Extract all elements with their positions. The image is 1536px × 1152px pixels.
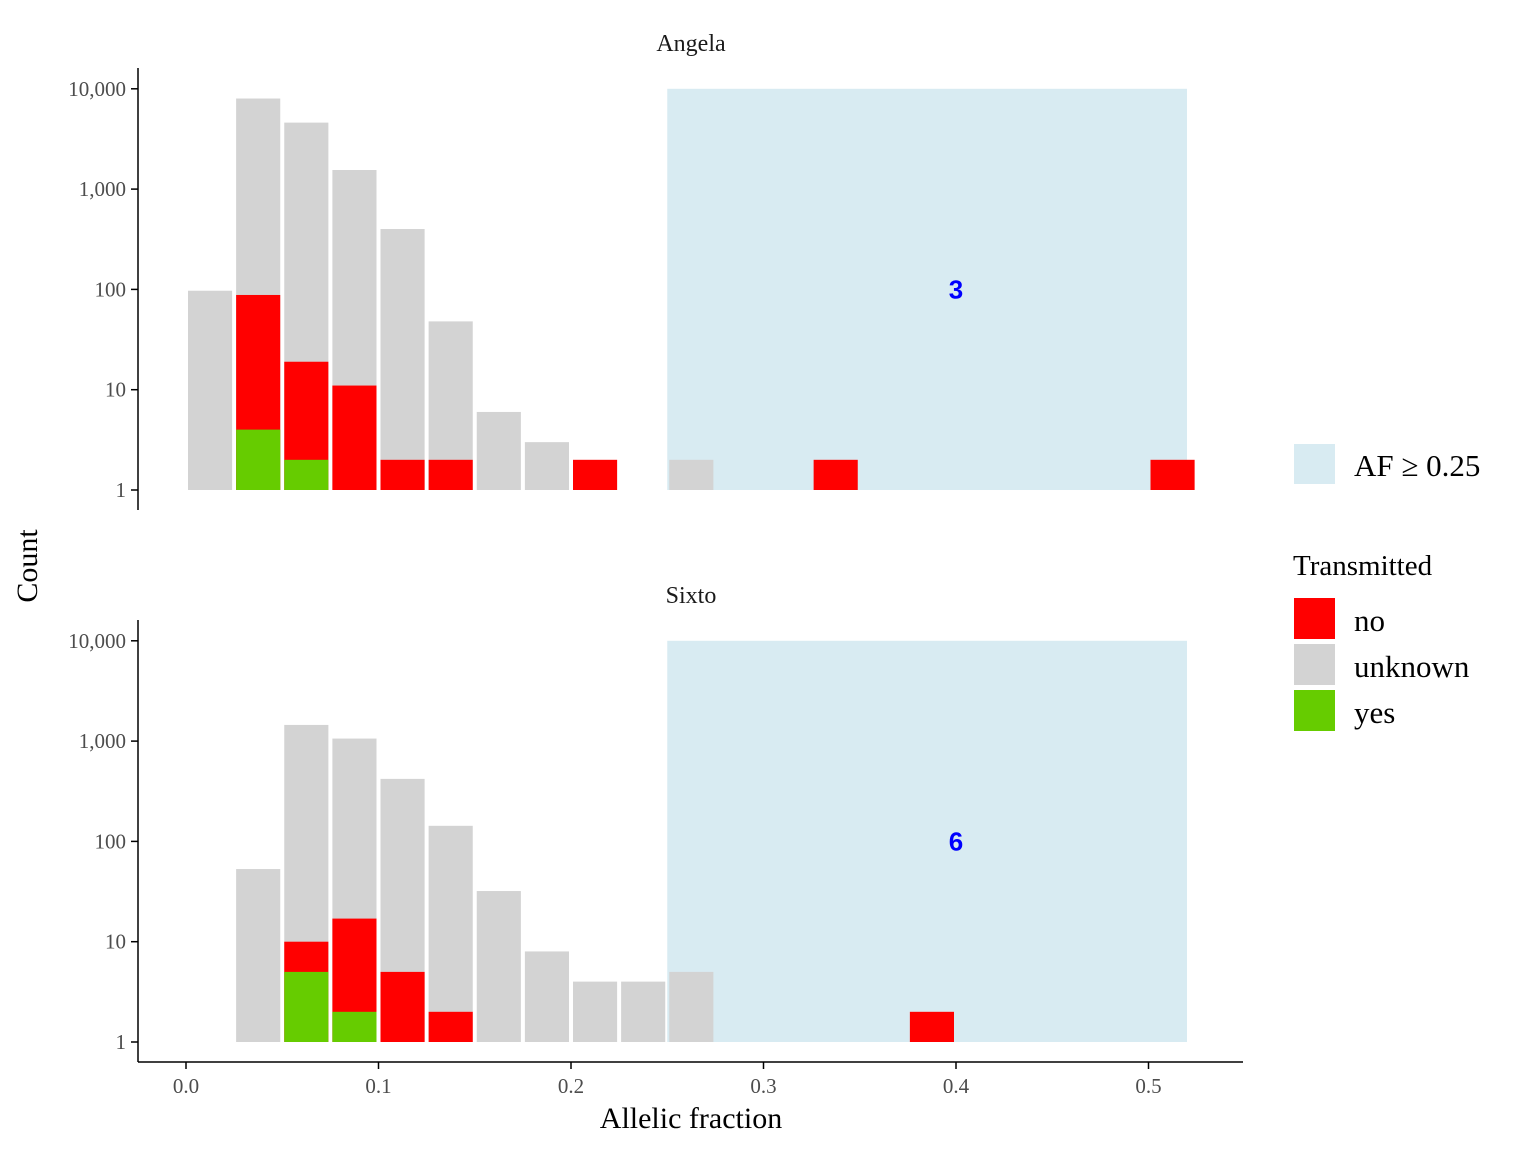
y-tick-label: 10 (105, 930, 126, 954)
bar-no (380, 971, 425, 1042)
x-tick-label: 0.4 (943, 1074, 970, 1098)
x-tick-label: 0.3 (750, 1074, 776, 1098)
bar-unknown (573, 981, 618, 1042)
panel-sixto: Sixto 6 1 10 100 1,000 10,000 (68, 583, 1187, 1062)
legend-key-highlight (1294, 444, 1335, 484)
bars-group (188, 98, 1195, 491)
y-tick-label: 1 (116, 478, 127, 502)
bar-no (428, 459, 473, 490)
panel-title: Angela (656, 31, 726, 57)
bar-no (380, 459, 425, 490)
x-axis: 0.0 0.1 0.2 0.3 0.4 0.5 (173, 1062, 1162, 1098)
panel-title: Sixto (666, 583, 717, 609)
x-tick-label: 0.5 (1135, 1074, 1161, 1098)
x-tick-label: 0.1 (365, 1074, 391, 1098)
y-tick-label: 10,000 (68, 629, 126, 653)
bar-no (332, 385, 377, 490)
bars-group (236, 724, 954, 1042)
bar-unknown (524, 951, 569, 1042)
bar-unknown (909, 1011, 954, 1042)
bar-unknown (380, 229, 425, 491)
legend-key-no (1294, 598, 1335, 639)
bar-unknown (524, 442, 569, 490)
y-axis: 1 10 100 1,000 10,000 (68, 629, 138, 1054)
legend-title: Transmitted (1293, 550, 1433, 582)
bar-yes (236, 429, 281, 490)
y-tick-label: 10 (105, 378, 126, 402)
legend: AF ≥ 0.25 Transmitted no unknown yes (1293, 444, 1480, 731)
legend-label-no: no (1354, 603, 1385, 638)
x-axis-title: Allelic fraction (600, 1102, 782, 1135)
bar-unknown (669, 459, 714, 490)
legend-label-yes: yes (1354, 695, 1395, 730)
x-tick-label: 0.2 (558, 1074, 584, 1098)
bar-unknown (476, 891, 521, 1042)
bar-unknown (188, 290, 233, 490)
legend-key-unknown (1294, 644, 1335, 685)
bar-unknown (669, 971, 714, 1042)
legend-label-unknown: unknown (1354, 649, 1470, 684)
bar-unknown (1150, 459, 1195, 490)
y-axis: 1 10 100 1,000 10,000 (68, 77, 138, 502)
y-tick-label: 100 (95, 829, 127, 853)
panel-angela: Angela 3 1 10 100 1,000 10,000 (68, 31, 1195, 510)
x-tick-label: 0.0 (173, 1074, 199, 1098)
legend-label-highlight: AF ≥ 0.25 (1354, 448, 1480, 483)
bar-yes (284, 971, 329, 1042)
count-annotation: 3 (949, 274, 963, 304)
bar-unknown (476, 411, 521, 490)
bar-unknown (621, 981, 666, 1042)
y-tick-label: 1 (116, 1030, 127, 1054)
bar-yes (284, 459, 329, 490)
bar-yes (332, 1011, 377, 1042)
y-tick-label: 1,000 (79, 729, 126, 753)
legend-key-yes (1294, 690, 1335, 731)
y-tick-label: 1,000 (79, 177, 126, 201)
bar-unknown (236, 869, 281, 1042)
y-tick-label: 10,000 (68, 77, 126, 101)
bar-unknown (428, 825, 473, 1042)
bar-no (428, 1011, 473, 1042)
bar-unknown (573, 459, 618, 490)
y-tick-label: 100 (95, 277, 127, 301)
bar-unknown (813, 459, 858, 490)
highlight-region (667, 88, 1187, 491)
count-annotation: 6 (949, 826, 963, 856)
highlight-region (667, 640, 1187, 1042)
y-axis-title: Count (11, 529, 44, 603)
